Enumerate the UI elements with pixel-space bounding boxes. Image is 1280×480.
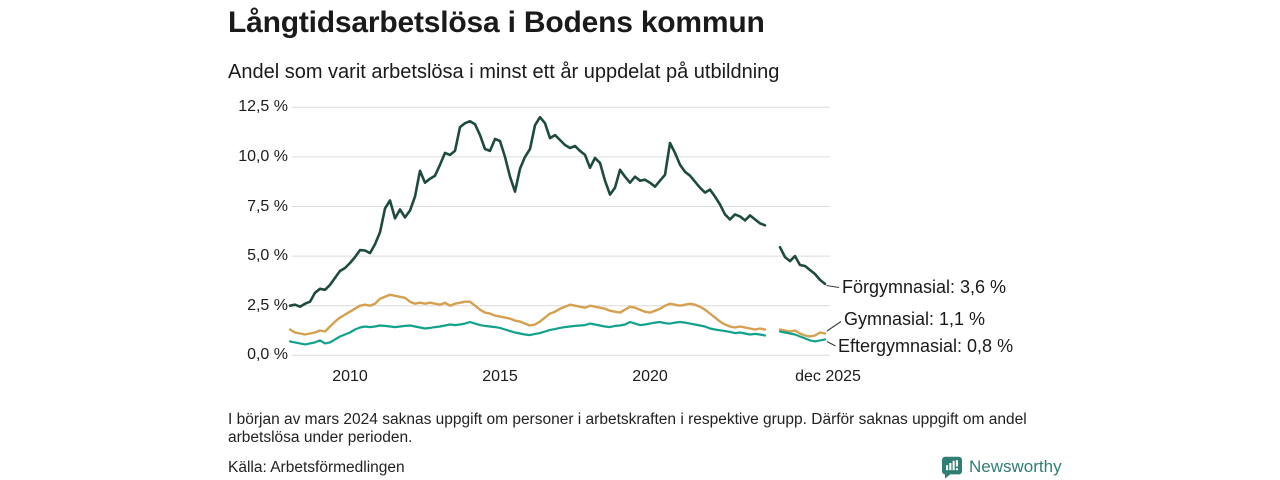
series-line: [288, 115, 767, 309]
y-tick-label: 7,5 %: [247, 198, 288, 215]
chart-subtitle: Andel som varit arbetslösa i minst ett å…: [228, 61, 780, 83]
series-label-gymnasial: Gymnasial: 1,1 %: [844, 309, 986, 329]
series-line: [288, 293, 767, 336]
series-gymnasial: [288, 293, 827, 338]
series-line: [778, 245, 827, 286]
series-line: [778, 328, 827, 338]
source-credit: Källa: Arbetsförmedlingen: [228, 459, 405, 476]
series-line: [778, 330, 827, 343]
label-connector: [826, 321, 842, 332]
gridlines: [292, 106, 830, 356]
newsworthy-wordmark: Newsworthy: [969, 457, 1062, 476]
label-connector: [826, 284, 840, 289]
y-tick-label: 0,0 %: [247, 346, 288, 363]
series-line: [288, 320, 767, 346]
newsworthy-logo: Newsworthy: [941, 455, 1062, 479]
x-tick-label: 2015: [482, 368, 518, 385]
y-tick-label: 12,5 %: [238, 98, 288, 115]
footnote: I början av mars 2024 saknas uppgift om …: [228, 411, 1027, 446]
x-tick-label: dec 2025: [795, 368, 861, 385]
y-tick-label: 5,0 %: [247, 247, 288, 264]
series-eftergymnasial: [288, 320, 827, 346]
series-förgymnasial: [288, 115, 827, 309]
x-tick-label: 2020: [632, 368, 668, 385]
y-tick-label: 2,5 %: [247, 297, 288, 314]
label-connector: [826, 341, 836, 347]
page-title: Långtidsarbetslösa i Bodens kommun: [228, 6, 765, 39]
series-label-eftergymnasial: Eftergymnasial: 0,8 %: [838, 336, 1014, 356]
y-tick-label: 10,0 %: [238, 148, 288, 165]
x-tick-label: 2010: [332, 368, 368, 385]
series-label-forgymnasial: Förgymnasial: 3,6 %: [842, 277, 1007, 297]
newsworthy-icon: [942, 456, 962, 479]
